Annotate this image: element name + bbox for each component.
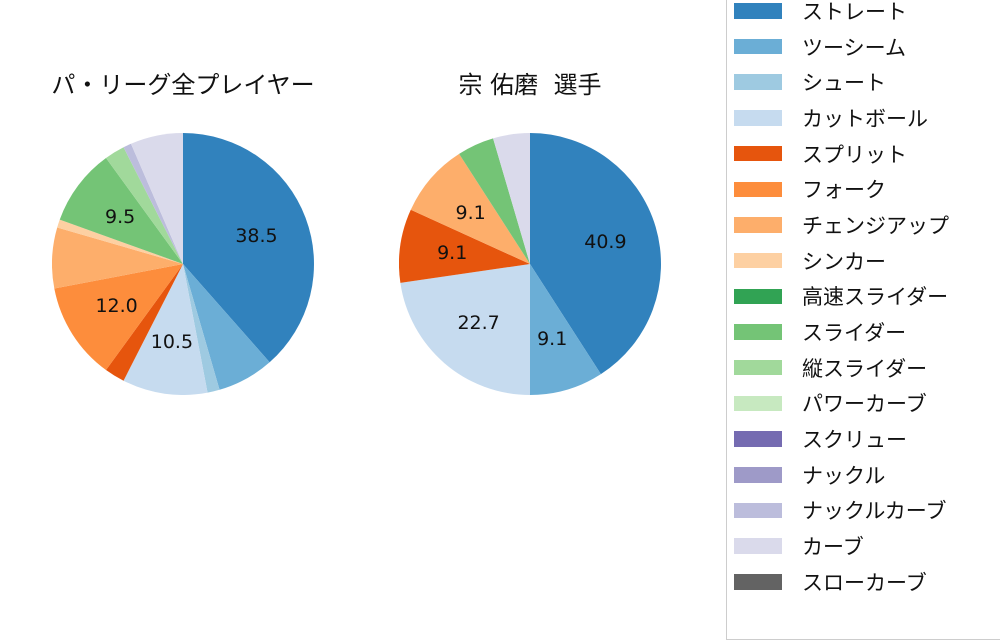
chart-canvas: パ・リーグ全プレイヤー 38.5 10.5 12.0 9.5 宗 佑磨 選手 40.9… <box>51 0 1000 640</box>
legend-item-パワーカーブ: パワーカーブ <box>734 386 1000 422</box>
legend-swatch-icon <box>734 110 782 126</box>
pie-svg-player <box>399 133 661 395</box>
pie-chart-player: 宗 佑磨 選手 40.9 9.1 22.7 9.1 9.1 <box>399 71 661 395</box>
pie-slice-チェンジアップ <box>52 227 183 289</box>
pie-percent-label-カットボール: 10.5 <box>150 330 194 353</box>
legend-swatch-icon <box>734 502 782 519</box>
pie-slice-ストレート <box>530 133 661 375</box>
pie-slice-ストレート <box>183 133 314 363</box>
legend-swatch-icon <box>734 252 782 269</box>
legend-label: 高速スライダー <box>802 285 949 310</box>
legend-swatch-icon <box>734 431 782 447</box>
pie-percent-label-ストレート: 38.5 <box>235 225 278 248</box>
legend-label: ツーシーム <box>802 35 906 60</box>
legend-swatch-icon <box>734 395 782 412</box>
legend-item-縦スライダー: 縦スライダー <box>734 350 1000 386</box>
pie-title-pa-league: パ・リーグ全プレイヤー <box>51 71 315 99</box>
pie-slice-スライダー <box>459 138 530 264</box>
pie-slice-シンカー <box>57 219 184 264</box>
legend-swatch-icon <box>734 74 782 90</box>
legend-swatch-icon <box>734 467 782 483</box>
pie-slice-スプリット <box>399 209 530 283</box>
legend-item-シンカー: シンカー <box>734 243 1000 279</box>
legend-item-カーブ: カーブ <box>734 528 1000 564</box>
legend-item-フォーク: フォーク <box>734 171 1000 207</box>
legend-item-ナックル: ナックル <box>734 457 1000 493</box>
pie-slice-スプリット <box>106 264 183 381</box>
pie-slice-カットボール <box>400 264 530 395</box>
pie-percent-label-ストレート: 40.9 <box>584 230 627 253</box>
legend-item-ツーシーム: ツーシーム <box>734 29 1000 65</box>
legend-label: チェンジアップ <box>802 213 949 238</box>
legend-item-カットボール: カットボール <box>734 100 1000 136</box>
legend-swatch-icon <box>734 145 782 162</box>
legend-swatch-icon <box>734 3 782 19</box>
pie-slice-ツーシーム <box>183 264 270 390</box>
legend-item-高速スライダー: 高速スライダー <box>734 279 1000 315</box>
pie-percent-label-ツーシーム: 9.1 <box>537 328 568 351</box>
legend-swatch-icon <box>734 324 782 340</box>
legend-label: スクリュー <box>802 428 907 453</box>
legend-item-シュート: シュート <box>734 64 1000 100</box>
pie-slice-ツーシーム <box>530 264 601 395</box>
pie-slice-チェンジアップ <box>410 153 530 264</box>
pie-percent-label-チェンジアップ: 9.1 <box>455 201 486 224</box>
legend-label: カットボール <box>802 106 928 131</box>
legend-label: スローカーブ <box>802 570 927 595</box>
legend-item-スライダー: スライダー <box>734 314 1000 350</box>
legend-swatch-icon <box>734 38 782 55</box>
pie-percent-label-スライダー: 9.5 <box>104 205 136 228</box>
legend-swatch-icon <box>734 574 782 590</box>
legend-label: ストレート <box>802 0 907 24</box>
legend-label: パワーカーブ <box>802 392 927 417</box>
pie-slice-カットボール <box>123 264 208 395</box>
legend-swatch-icon <box>734 217 782 233</box>
legend-label: スライダー <box>802 321 907 346</box>
pie-chart-pa-league: パ・リーグ全プレイヤー 38.5 10.5 12.0 9.5 <box>51 71 315 395</box>
legend-label: シュート <box>802 71 886 96</box>
legend-label: ナックル <box>802 463 886 488</box>
pie-percent-label-フォーク: 12.0 <box>95 295 138 318</box>
pitch-type-legend: ストレートツーシームシュートカットボール スプリットフォークチェンジアップ シンカー… <box>726 0 1000 640</box>
pie-title-player: 宗 佑磨 選手 <box>458 71 602 99</box>
legend-swatch-icon <box>734 181 782 198</box>
legend-swatch-icon <box>734 359 782 376</box>
pie-slice-ナックルカーブ <box>123 143 183 264</box>
legend-label: スプリット <box>802 142 907 167</box>
legend-label: ナックルカーブ <box>802 499 947 524</box>
pie-svg-pa-league <box>52 133 314 395</box>
legend-swatch-icon <box>734 288 782 305</box>
legend-item-スプリット: スプリット <box>734 136 1000 172</box>
legend-label: カーブ <box>802 535 864 560</box>
legend-item-チェンジアップ: チェンジアップ <box>734 207 1000 243</box>
pie-percent-label-カットボール: 22.7 <box>457 312 500 335</box>
legend-item-スローカーブ: スローカーブ <box>734 564 1000 600</box>
pie-percent-label-スプリット: 9.1 <box>437 241 468 264</box>
pie-slice-フォーク <box>54 264 183 370</box>
legend-swatch-icon <box>734 538 782 554</box>
legend-item-ストレート: ストレート <box>734 0 1000 29</box>
legend-item-スクリュー: スクリュー <box>734 421 1000 457</box>
pie-slice-シュート <box>183 264 220 393</box>
pie-slice-縦スライダー <box>106 147 183 264</box>
legend-label: フォーク <box>802 178 886 203</box>
pie-slice-スライダー <box>59 158 183 264</box>
pie-slice-カーブ <box>493 133 530 264</box>
legend-item-ナックルカーブ: ナックルカーブ <box>734 493 1000 529</box>
legend-label: シンカー <box>802 249 886 274</box>
pie-slice-カーブ <box>130 133 183 264</box>
legend-label: 縦スライダー <box>802 356 928 381</box>
